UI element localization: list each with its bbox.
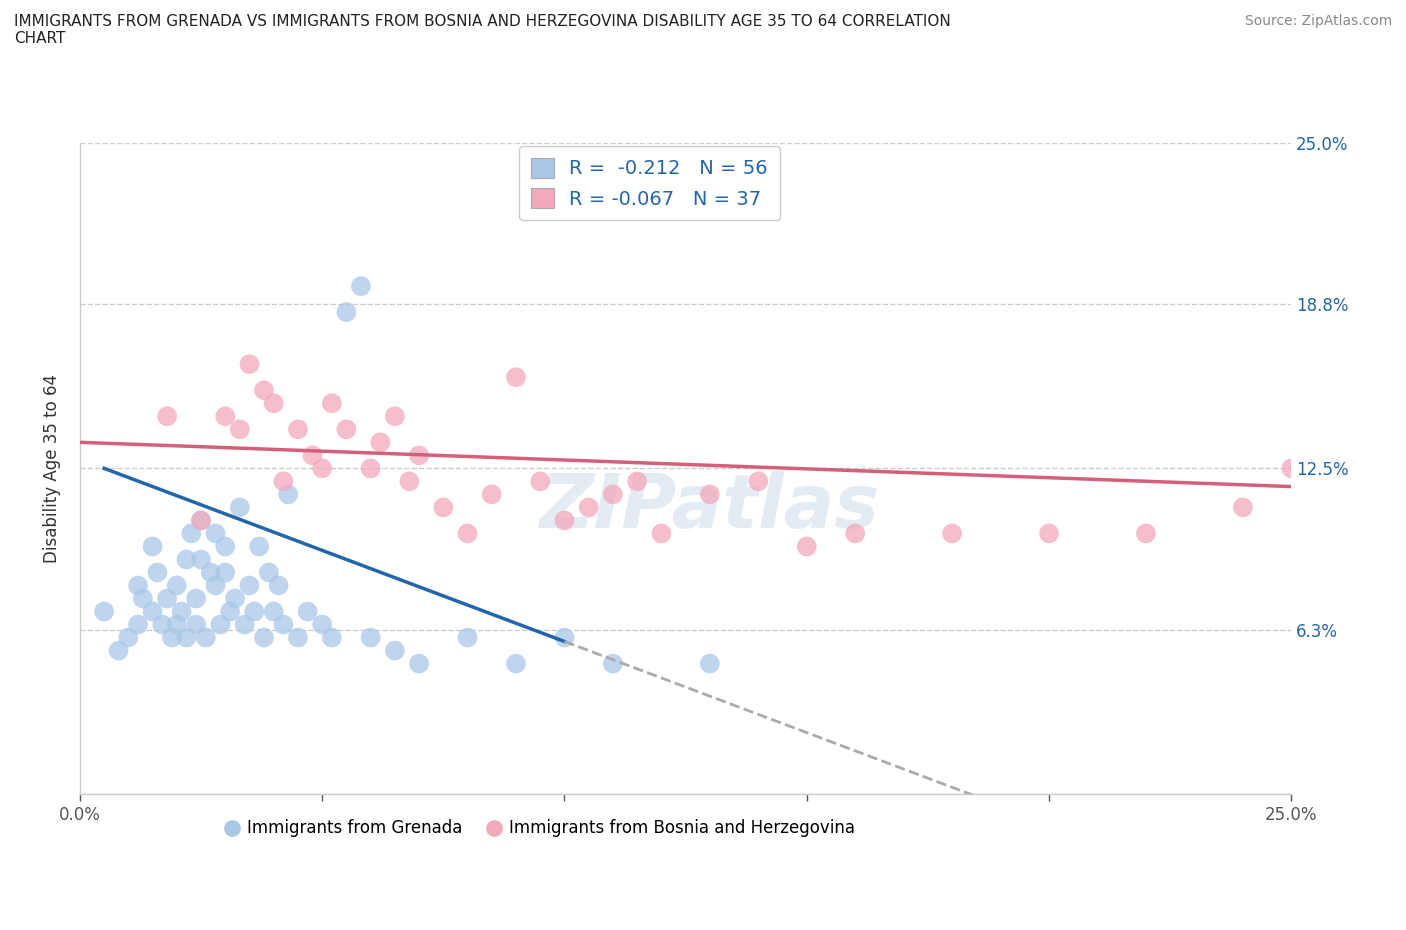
Point <box>505 657 527 671</box>
Point <box>360 631 382 645</box>
Point <box>311 618 333 632</box>
Point <box>432 500 454 515</box>
Point <box>277 487 299 502</box>
Point <box>650 526 672 541</box>
Point <box>176 552 198 567</box>
Text: Source: ZipAtlas.com: Source: ZipAtlas.com <box>1244 14 1392 28</box>
Point <box>1135 526 1157 541</box>
Point <box>233 618 256 632</box>
Point <box>457 631 479 645</box>
Point <box>1232 500 1254 515</box>
Point <box>194 631 217 645</box>
Point <box>214 539 236 554</box>
Point <box>699 657 721 671</box>
Point <box>553 631 575 645</box>
Point <box>160 631 183 645</box>
Point <box>156 591 179 606</box>
Point <box>267 578 290 593</box>
Point <box>796 539 818 554</box>
Point <box>384 409 406 424</box>
Point <box>321 396 343 411</box>
Point <box>747 474 769 489</box>
Point <box>132 591 155 606</box>
Point <box>263 396 285 411</box>
Point <box>941 526 963 541</box>
Point <box>127 618 149 632</box>
Point <box>253 631 276 645</box>
Point <box>170 604 193 619</box>
Point <box>219 604 242 619</box>
Point <box>398 474 420 489</box>
Point <box>263 604 285 619</box>
Point <box>142 539 165 554</box>
Point <box>287 422 309 437</box>
Point <box>186 618 208 632</box>
Text: ZIPatlas: ZIPatlas <box>540 471 880 544</box>
Point <box>553 513 575 528</box>
Point <box>335 422 357 437</box>
Legend: Immigrants from Grenada, Immigrants from Bosnia and Herzegovina: Immigrants from Grenada, Immigrants from… <box>219 813 862 844</box>
Point <box>224 591 246 606</box>
Point <box>602 487 624 502</box>
Point <box>505 370 527 385</box>
Point <box>360 461 382 476</box>
Point <box>229 500 252 515</box>
Point <box>166 578 188 593</box>
Point <box>117 631 139 645</box>
Point <box>844 526 866 541</box>
Point <box>350 279 373 294</box>
Point <box>186 591 208 606</box>
Point <box>127 578 149 593</box>
Point <box>209 618 232 632</box>
Point <box>204 578 226 593</box>
Point <box>602 657 624 671</box>
Point <box>204 526 226 541</box>
Point <box>1038 526 1060 541</box>
Point <box>311 461 333 476</box>
Point <box>214 565 236 580</box>
Point <box>457 526 479 541</box>
Point <box>626 474 648 489</box>
Point <box>190 513 212 528</box>
Point <box>301 448 323 463</box>
Point <box>107 644 129 658</box>
Point <box>247 539 270 554</box>
Point <box>408 448 430 463</box>
Point <box>243 604 266 619</box>
Point <box>150 618 173 632</box>
Point <box>166 618 188 632</box>
Point <box>287 631 309 645</box>
Point <box>481 487 503 502</box>
Point <box>273 618 295 632</box>
Point <box>190 552 212 567</box>
Point <box>142 604 165 619</box>
Point <box>156 409 179 424</box>
Y-axis label: Disability Age 35 to 64: Disability Age 35 to 64 <box>44 374 60 563</box>
Point <box>238 357 260 372</box>
Text: IMMIGRANTS FROM GRENADA VS IMMIGRANTS FROM BOSNIA AND HERZEGOVINA DISABILITY AGE: IMMIGRANTS FROM GRENADA VS IMMIGRANTS FR… <box>14 14 950 46</box>
Point <box>180 526 202 541</box>
Point <box>229 422 252 437</box>
Point <box>297 604 319 619</box>
Point <box>384 644 406 658</box>
Point <box>273 474 295 489</box>
Point <box>257 565 280 580</box>
Point <box>335 305 357 320</box>
Point <box>238 578 260 593</box>
Point <box>214 409 236 424</box>
Point <box>190 513 212 528</box>
Point <box>1279 461 1302 476</box>
Point <box>93 604 115 619</box>
Point <box>200 565 222 580</box>
Point <box>699 487 721 502</box>
Point <box>529 474 551 489</box>
Point <box>253 383 276 398</box>
Point <box>408 657 430 671</box>
Point <box>321 631 343 645</box>
Point <box>176 631 198 645</box>
Point <box>146 565 169 580</box>
Point <box>578 500 600 515</box>
Point <box>368 435 391 450</box>
